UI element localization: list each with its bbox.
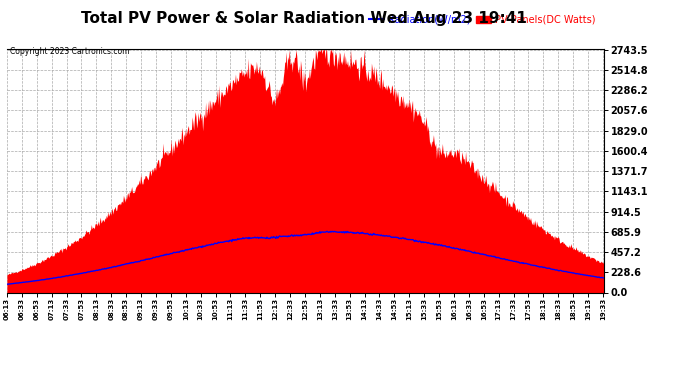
Text: Total PV Power & Solar Radiation Wed Aug 23 19:41: Total PV Power & Solar Radiation Wed Aug… (81, 11, 526, 26)
Text: Copyright 2023 Cartronics.com: Copyright 2023 Cartronics.com (10, 47, 130, 56)
Legend: Radiation(W/m2), PV Panels(DC Watts): Radiation(W/m2), PV Panels(DC Watts) (365, 11, 599, 29)
